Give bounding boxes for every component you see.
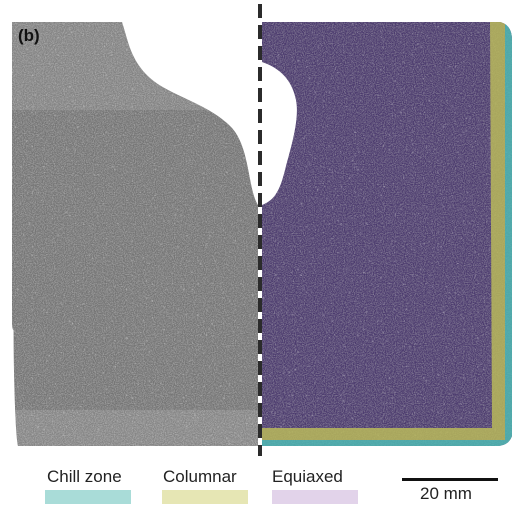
- right-micrograph: [262, 22, 512, 446]
- legend-swatch-columnar: [162, 490, 248, 504]
- legend-swatch-chill-zone: [45, 490, 131, 504]
- legend-label-columnar: Columnar: [163, 467, 237, 486]
- legend-swatch-equiaxed: [272, 490, 358, 504]
- left-micrograph: [12, 22, 258, 446]
- scale-bar: [402, 478, 498, 481]
- scale-bar-label: 20 mm: [420, 484, 472, 503]
- panel-label: (b): [18, 26, 40, 45]
- legend-label-chill-zone: Chill zone: [47, 467, 122, 486]
- legend-label-equiaxed: Equiaxed: [272, 467, 343, 486]
